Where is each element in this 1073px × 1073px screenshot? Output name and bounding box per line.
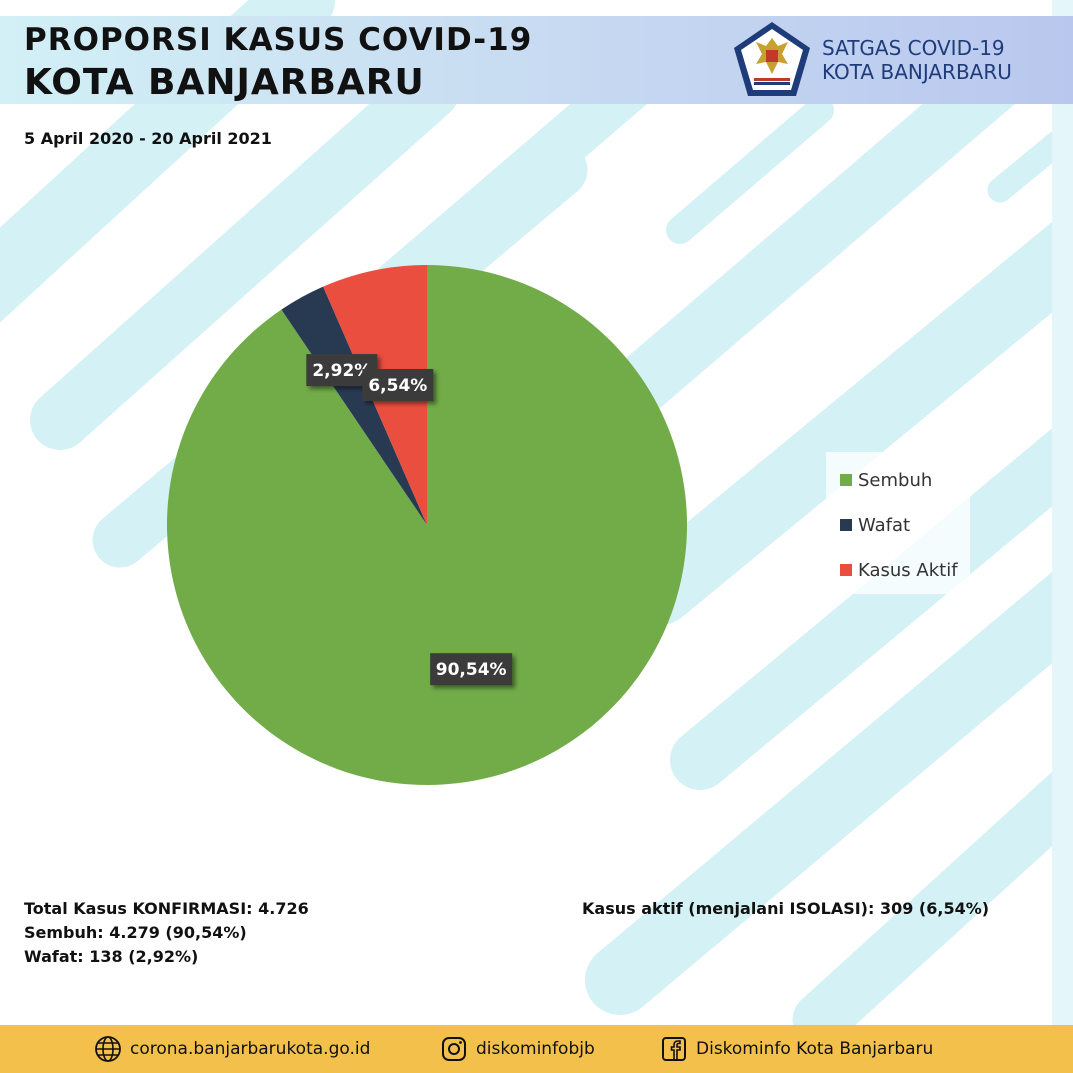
footer-website-text: corona.banjarbarukota.go.id bbox=[130, 1039, 371, 1059]
legend-item-wafat: Wafat bbox=[840, 513, 910, 537]
data-label-box bbox=[362, 369, 434, 402]
stat-wafat: Wafat: 138 (2,92%) bbox=[24, 947, 199, 966]
data-label-text: 90,54% bbox=[436, 660, 507, 680]
legend-item-kasus-aktif: Kasus Aktif bbox=[840, 558, 958, 582]
data-label-sembuh: 90,54% bbox=[430, 653, 513, 686]
stat-total-konfirmasi: Total Kasus KONFIRMASI: 4.726 bbox=[24, 899, 309, 918]
instagram-icon bbox=[442, 1037, 466, 1061]
brand-city: KOTA BANJARBARU bbox=[822, 60, 1012, 84]
stat-kasus-aktif: Kasus aktif (menjalani ISOLASI): 309 (6,… bbox=[582, 899, 990, 918]
legend-item-sembuh: Sembuh bbox=[840, 468, 932, 492]
legend-swatch-kasus-aktif bbox=[840, 564, 852, 576]
stat-sembuh: Sembuh: 4.279 (90,54%) bbox=[24, 923, 247, 942]
data-label-text: 2,92% bbox=[312, 361, 371, 381]
data-label-box bbox=[430, 653, 513, 686]
stats-active: Kasus aktif (menjalani ISOLASI): 309 (6,… bbox=[582, 897, 989, 921]
data-label-text: 6,54% bbox=[368, 376, 427, 396]
legend-label-kasus-aktif: Kasus Aktif bbox=[858, 559, 958, 581]
brand-name: SATGAS COVID-19 bbox=[822, 36, 1005, 60]
footer-facebook-text: Diskominfo Kota Banjarbaru bbox=[696, 1039, 934, 1059]
data-label-kasus-aktif: 6,54% bbox=[362, 369, 434, 402]
page-title: PROPORSI KASUS COVID-19 bbox=[24, 22, 533, 58]
facebook-icon bbox=[662, 1037, 686, 1061]
garuda-emblem-icon bbox=[734, 22, 810, 96]
title-bar: PROPORSI KASUS COVID-19 KOTA BANJARBARU … bbox=[0, 16, 1073, 104]
pie-slice-wafat bbox=[281, 286, 427, 525]
legend-swatch-sembuh bbox=[840, 474, 852, 486]
legend-label-wafat: Wafat bbox=[858, 514, 911, 536]
date-range: 5 April 2020 - 20 April 2021 bbox=[24, 129, 272, 148]
chart-legend: Sembuh Wafat Kasus Aktif bbox=[826, 452, 970, 594]
legend-swatch-wafat bbox=[840, 519, 852, 531]
footer-bar: corona.banjarbarukota.go.id diskominfobj… bbox=[0, 1025, 1073, 1073]
stats-summary: Total Kasus KONFIRMASI: 4.726 Sembuh: 4.… bbox=[24, 897, 309, 969]
footer-website[interactable]: corona.banjarbarukota.go.id bbox=[94, 1035, 370, 1063]
legend-label-sembuh: Sembuh bbox=[858, 469, 933, 491]
footer-instagram[interactable]: diskominfobjb bbox=[440, 1035, 595, 1063]
footer-facebook[interactable]: Diskominfo Kota Banjarbaru bbox=[660, 1035, 933, 1063]
page-subtitle-city: KOTA BANJARBARU bbox=[24, 62, 425, 103]
footer-instagram-text: diskominfobjb bbox=[476, 1039, 595, 1059]
globe-icon bbox=[95, 1036, 121, 1062]
